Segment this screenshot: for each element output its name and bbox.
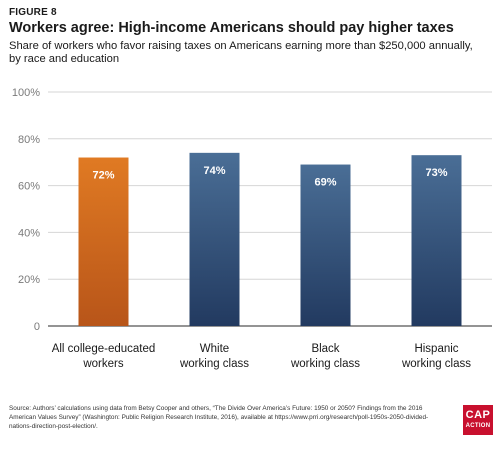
y-tick-label: 100%: [12, 87, 40, 99]
bar: [189, 152, 240, 326]
x-category-label: Black: [311, 343, 339, 355]
y-tick-label: 40%: [18, 227, 40, 239]
bar: [300, 164, 351, 326]
bars: 72% 74% 69% 73%: [78, 152, 462, 326]
logo-line-1: CAP: [465, 409, 491, 421]
bar-chart: 0 20% 40% 60% 80% 100% 72% 74% 69% 73% All colle…: [12, 87, 492, 370]
bar-value-label: 72%: [92, 170, 114, 182]
y-tick-label: 80%: [18, 134, 40, 146]
x-category-label: working class: [290, 358, 360, 370]
cap-action-logo: CAP ACTION: [463, 405, 493, 435]
y-tick-label: 20%: [18, 274, 40, 286]
bar: [411, 155, 462, 326]
bar-value-label: 69%: [314, 177, 336, 189]
figure-label: FIGURE 8: [9, 7, 57, 18]
x-category-label: All college-educated: [52, 343, 156, 355]
source-note: Source: Authors’ calculations using data…: [9, 405, 429, 430]
chart-title: Workers agree: High-income Americans sho…: [9, 20, 454, 36]
y-axis-ticks: 0 20% 40% 60% 80% 100%: [12, 87, 40, 333]
bar: [78, 157, 129, 326]
x-category-label: workers: [82, 358, 124, 370]
bar-value-label: 74%: [203, 165, 225, 177]
x-category-label: White: [200, 343, 229, 355]
y-tick-label: 0: [34, 321, 40, 333]
bar-value-label: 73%: [425, 167, 447, 179]
x-axis-labels: All college-educated workers White working …: [52, 343, 472, 370]
x-category-label: working class: [179, 358, 249, 370]
logo-line-2: ACTION: [465, 423, 491, 429]
chart-subtitle: Share of workers who favor raising taxes…: [9, 40, 473, 65]
x-category-label: Hispanic: [414, 343, 458, 355]
y-tick-label: 60%: [18, 181, 40, 193]
x-category-label: working class: [401, 358, 471, 370]
